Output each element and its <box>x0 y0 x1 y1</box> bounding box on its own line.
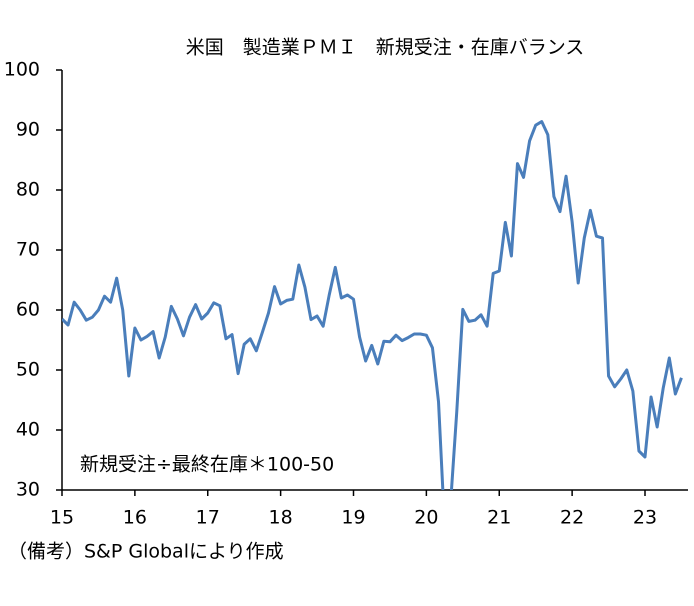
x-tick-label: 21 <box>487 507 511 529</box>
y-tick-label: 100 <box>4 59 40 81</box>
note: （備考）S&P Globalにより作成 <box>8 541 284 563</box>
data-line <box>62 120 683 490</box>
x-tick-label: 19 <box>341 507 365 529</box>
x-tick-label: 23 <box>633 507 657 529</box>
annotation: 新規受注÷最終在庫＊100-50 <box>80 454 334 476</box>
x-tick-label: 15 <box>50 507 74 529</box>
chart-title: 米国 製造業ＰＭＩ 新規受注・在庫バランス <box>186 37 585 59</box>
y-tick-label: 80 <box>16 179 40 201</box>
y-tick-label: 70 <box>16 239 40 261</box>
y-tick-label: 40 <box>16 419 40 441</box>
y-tick-label: 60 <box>16 299 40 321</box>
y-tick-label: 90 <box>16 119 40 141</box>
x-tick-label: 17 <box>196 507 220 529</box>
x-tick-label: 22 <box>560 507 584 529</box>
x-tick-label: 16 <box>123 507 147 529</box>
x-tick-label: 18 <box>269 507 293 529</box>
y-tick-label: 30 <box>16 479 40 501</box>
y-tick-label: 50 <box>16 359 40 381</box>
x-tick-label: 20 <box>414 507 438 529</box>
